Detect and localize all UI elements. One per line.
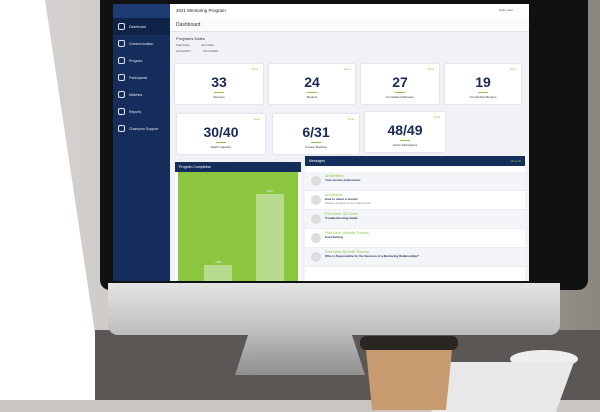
message-item[interactable]: Fred Nerk, Michelle Thomas Goal Setting: [305, 229, 525, 248]
avatar: [311, 252, 321, 262]
monitor-screen: Dashboard Communication Program Particip…: [113, 4, 529, 281]
messages-panel: Messages View All All Mentees Your mentor …: [305, 156, 525, 281]
stat-card-unmatched-mentees: View 27 Unmatched Mentees: [361, 64, 439, 104]
end-date: 31/12/2022: [203, 49, 219, 53]
monitor-chin: [108, 283, 560, 335]
keyboard: [430, 362, 575, 412]
program-completion-panel: Program Completion 1/58 13/47: [175, 162, 301, 281]
sidebar-item-program[interactable]: Program: [113, 52, 170, 69]
program-completion-title: Program Completion: [175, 162, 301, 172]
completion-bar: 13/47: [256, 189, 284, 281]
user-icon: [118, 74, 125, 81]
user-menu[interactable]: Hello User: [498, 8, 513, 12]
sidebar-item-participants[interactable]: Participants: [113, 69, 170, 86]
start-date: 14/12/2017: [176, 49, 192, 53]
coffee-cup: [365, 340, 453, 410]
program-completion-chart: 1/58 13/47: [178, 172, 298, 281]
monitor-stand: [235, 335, 365, 375]
breadcrumb: Dashboard: [170, 18, 529, 32]
sidebar-item-communication[interactable]: Communication: [113, 35, 170, 52]
avatar: [311, 214, 321, 224]
dates-title: Programs Dates: [176, 36, 205, 41]
avatar: [311, 176, 321, 186]
coffee-cup-lid: [360, 336, 458, 350]
handshake-icon: [118, 91, 125, 98]
program-dates: Programs Dates Start Date End Date 14/12/…: [176, 36, 219, 53]
sidebar-item-champion-support[interactable]: Champion Support: [113, 120, 170, 137]
app-title: 2021 Mentoring Program: [176, 8, 226, 13]
messages-title: Messages: [309, 159, 325, 163]
message-item[interactable]: All Mentees Your mentor preferences: [305, 172, 525, 191]
avatar: [311, 233, 321, 243]
hierarchy-icon: [118, 57, 125, 64]
message-item[interactable]: All Mentors How to select a mentor Please …: [305, 191, 525, 210]
sidebar: Dashboard Communication Program Particip…: [113, 4, 170, 281]
stat-card-mentors: View 24 Mentors: [269, 64, 355, 104]
home-icon: [118, 23, 125, 30]
chat-icon: [118, 40, 125, 47]
support-icon: [118, 125, 125, 132]
completion-bar: 1/58: [204, 260, 232, 281]
avatar: [311, 195, 321, 205]
sidebar-item-dashboard[interactable]: Dashboard: [113, 18, 170, 35]
stat-card-match-capacity: View 30/40 Match Capacity: [177, 114, 265, 154]
message-item[interactable]: Fred Nerk, Gill Jones Troubleshooting Gui…: [305, 210, 525, 229]
top-bar: 2021 Mentoring Program Hello User: [170, 4, 529, 18]
sidebar-item-matches[interactable]: Matches: [113, 86, 170, 103]
message-item[interactable]: Fred Nerk, Michelle Thomas Who is Respons…: [305, 248, 525, 267]
document-icon: [118, 108, 125, 115]
stat-card-unmatched-mentors: View 19 Unmatched Mentors: [445, 64, 521, 104]
logo: [113, 4, 170, 18]
stat-card-mentees: View 33 Mentees: [175, 64, 263, 104]
stat-card-active-participants: View 48/49 Active Participants: [365, 112, 445, 152]
sidebar-item-reports[interactable]: Reports: [113, 103, 170, 120]
view-all-link[interactable]: View All: [510, 159, 521, 163]
stat-card-current-matches: View 6/31 Current Matches: [273, 114, 359, 154]
